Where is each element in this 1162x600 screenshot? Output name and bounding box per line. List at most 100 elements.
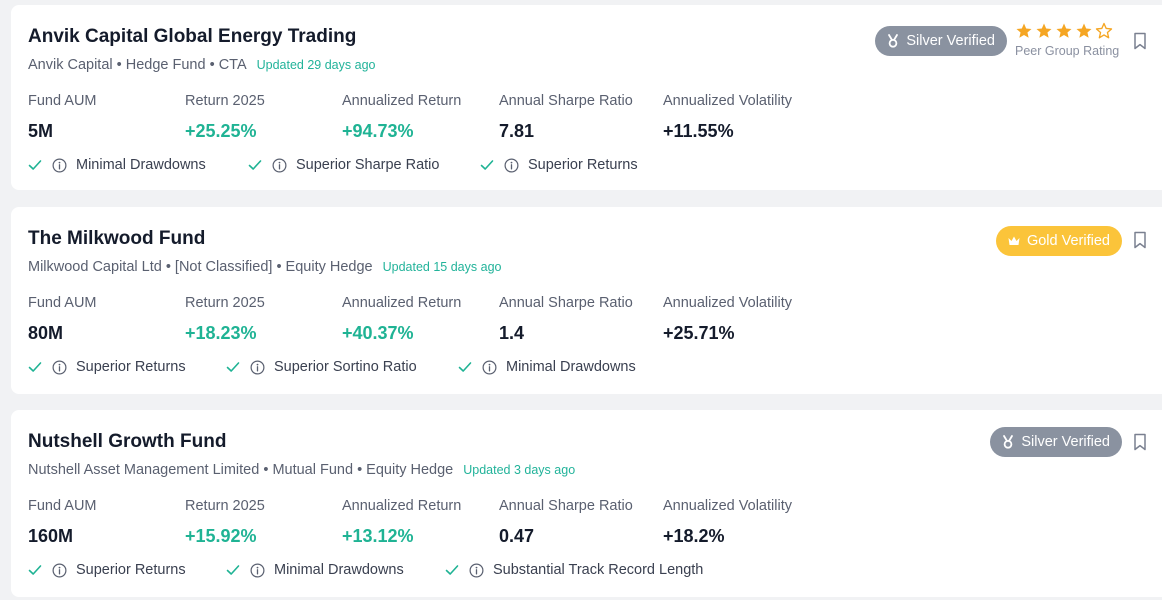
metric-value: +18.2% <box>663 526 725 546</box>
tag-label: Superior Sharpe Ratio <box>296 157 440 173</box>
metric-label: Annualized Volatility <box>663 498 792 514</box>
highlight-tag: Minimal Drawdowns <box>458 359 636 375</box>
info-icon[interactable] <box>272 158 287 173</box>
verified-badge: Silver Verified <box>990 427 1122 457</box>
metric-label: Annualized Volatility <box>663 295 792 311</box>
metric-label: Return 2025 <box>185 295 265 311</box>
metric-label: Fund AUM <box>28 498 97 514</box>
check-icon <box>248 160 262 170</box>
metric-label: Annualized Return <box>342 498 462 514</box>
metric-value: 0.47 <box>499 526 535 546</box>
highlight-tag: Minimal Drawdowns <box>28 157 206 173</box>
updated-label: Updated 3 days ago <box>463 463 576 477</box>
bookmark-icon[interactable] <box>1133 32 1147 50</box>
highlight-tag: Superior Sharpe Ratio <box>248 157 439 173</box>
crown-icon <box>1008 236 1020 245</box>
metric-value: 1.4 <box>499 323 525 343</box>
fund-subtitle: Anvik Capital • Hedge Fund • CTA Updated … <box>28 57 375 73</box>
star-empty-icon <box>1095 22 1113 39</box>
fund-card[interactable]: Nutshell Growth Fund Nutshell Asset Manag… <box>11 410 1162 597</box>
info-icon[interactable] <box>504 158 519 173</box>
verified-badge: Silver Verified <box>875 26 1007 56</box>
metric-label: Annualized Return <box>342 295 462 311</box>
highlight-tag: Superior Returns <box>28 562 186 578</box>
tag-label: Minimal Drawdowns <box>506 359 636 375</box>
tag-label: Superior Returns <box>528 157 638 173</box>
star-filled-icon <box>1016 23 1032 38</box>
fund-title[interactable]: The Milkwood Fund <box>28 228 206 249</box>
peer-rating-stars <box>1015 22 1115 40</box>
fund-subtitle: Milkwood Capital Ltd • [Not Classified] … <box>28 259 501 275</box>
info-icon[interactable] <box>482 360 497 375</box>
fund-meta: Milkwood Capital Ltd • [Not Classified] … <box>28 259 373 275</box>
medal-icon <box>1003 435 1014 449</box>
metric-value: 7.81 <box>499 121 535 141</box>
metric-value: +94.73% <box>342 121 414 141</box>
metric-label: Annual Sharpe Ratio <box>499 93 633 109</box>
check-icon <box>445 565 459 575</box>
info-icon[interactable] <box>52 158 67 173</box>
highlight-tag: Superior Returns <box>480 157 638 173</box>
info-icon[interactable] <box>250 563 265 578</box>
tag-label: Substantial Track Record Length <box>493 562 704 578</box>
badge-label: Silver Verified <box>906 33 995 49</box>
check-icon <box>28 362 42 372</box>
metric-value: +11.55% <box>663 121 734 141</box>
check-icon <box>28 160 42 170</box>
verified-badge: Gold Verified <box>995 226 1122 256</box>
metric-value: +13.12% <box>342 526 414 546</box>
fund-meta: Nutshell Asset Management Limited • Mutu… <box>28 462 454 478</box>
check-icon <box>458 362 472 372</box>
fund-meta: Anvik Capital • Hedge Fund • CTA <box>28 57 247 73</box>
peer-rating-label: Peer Group Rating <box>1015 44 1120 58</box>
metric-value: 160M <box>28 526 74 546</box>
bookmark-icon[interactable] <box>1133 231 1147 249</box>
metric-value: +18.23% <box>185 323 257 343</box>
metric-label: Fund AUM <box>28 295 97 311</box>
metric-label: Annualized Volatility <box>663 93 792 109</box>
fund-title[interactable]: Anvik Capital Global Energy Trading <box>28 26 357 47</box>
highlight-tag: Superior Returns <box>28 359 186 375</box>
fund-card[interactable]: Anvik Capital Global Energy Trading Anvik… <box>11 5 1162 190</box>
tag-label: Minimal Drawdowns <box>76 157 206 173</box>
check-icon <box>28 565 42 575</box>
metric-value: 5M <box>28 121 54 141</box>
metric-label: Annual Sharpe Ratio <box>499 498 633 514</box>
fund-title[interactable]: Nutshell Growth Fund <box>28 431 227 452</box>
info-icon[interactable] <box>52 563 67 578</box>
metric-label: Return 2025 <box>185 93 265 109</box>
metric-label: Return 2025 <box>185 498 265 514</box>
star-filled-icon <box>1056 23 1072 38</box>
highlight-tag: Minimal Drawdowns <box>226 562 404 578</box>
badge-label: Silver Verified <box>1021 434 1110 450</box>
check-icon <box>226 565 240 575</box>
fund-subtitle: Nutshell Asset Management Limited • Mutu… <box>28 462 575 478</box>
badge-label: Gold Verified <box>1026 233 1110 249</box>
metric-label: Annual Sharpe Ratio <box>499 295 633 311</box>
check-icon <box>226 362 240 372</box>
fund-card[interactable]: The Milkwood Fund Milkwood Capital Ltd • … <box>11 207 1162 394</box>
metric-value: 80M <box>28 323 64 343</box>
metric-value: +40.37% <box>342 323 414 343</box>
metric-value: +25.71% <box>663 323 735 343</box>
updated-label: Updated 29 days ago <box>256 58 376 72</box>
highlight-tag: Superior Sortino Ratio <box>226 359 417 375</box>
metric-label: Fund AUM <box>28 93 97 109</box>
info-icon[interactable] <box>52 360 67 375</box>
bookmark-icon[interactable] <box>1133 433 1147 451</box>
star-filled-icon <box>1076 23 1092 38</box>
info-icon[interactable] <box>250 360 265 375</box>
medal-icon <box>888 34 899 48</box>
metric-value: +15.92% <box>185 526 257 546</box>
tag-label: Superior Returns <box>76 562 186 578</box>
metric-label: Annualized Return <box>342 93 462 109</box>
star-filled-icon <box>1036 23 1052 38</box>
tag-label: Minimal Drawdowns <box>274 562 404 578</box>
metric-value: +25.25% <box>185 121 257 141</box>
tag-label: Superior Returns <box>76 359 186 375</box>
tag-label: Superior Sortino Ratio <box>274 359 417 375</box>
check-icon <box>480 160 494 170</box>
updated-label: Updated 15 days ago <box>382 260 502 274</box>
info-icon[interactable] <box>469 563 484 578</box>
